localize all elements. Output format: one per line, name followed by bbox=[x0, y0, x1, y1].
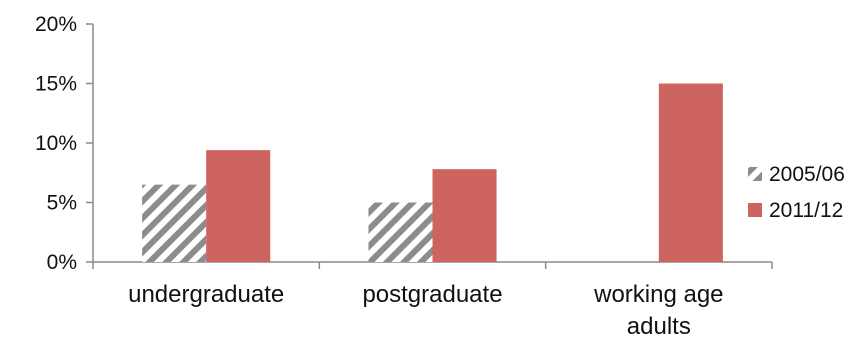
category-labels: undergraduate postgraduate working age adul… bbox=[128, 281, 723, 338]
x-axis bbox=[92, 261, 773, 269]
category-label: undergraduate bbox=[128, 281, 284, 308]
bar-2011-12-0 bbox=[206, 150, 271, 262]
y-tick-label: 0% bbox=[47, 251, 77, 274]
y-tick-label: 15% bbox=[35, 73, 77, 96]
bar-2005-06-1 bbox=[368, 202, 433, 262]
y-tick-label: 20% bbox=[35, 13, 77, 36]
bars bbox=[142, 83, 723, 262]
bar-2005-06-0 bbox=[142, 184, 207, 262]
legend-label: 2011/12 bbox=[769, 199, 843, 222]
y-axis: 0% 5% 10% 15% 20% bbox=[35, 13, 94, 274]
y-tick-label: 5% bbox=[47, 192, 77, 215]
category-label: adults bbox=[627, 313, 691, 338]
category-label: working age bbox=[593, 281, 723, 308]
bar-2011-12-2 bbox=[658, 83, 723, 262]
legend: 2005/06 2011/12 bbox=[748, 163, 845, 222]
bar-2011-12-1 bbox=[432, 169, 497, 262]
category-label: postgraduate bbox=[362, 281, 502, 308]
y-tick-label: 10% bbox=[35, 132, 77, 155]
legend-swatch bbox=[748, 203, 762, 217]
legend-swatch bbox=[748, 167, 762, 181]
legend-label: 2005/06 bbox=[769, 163, 845, 186]
